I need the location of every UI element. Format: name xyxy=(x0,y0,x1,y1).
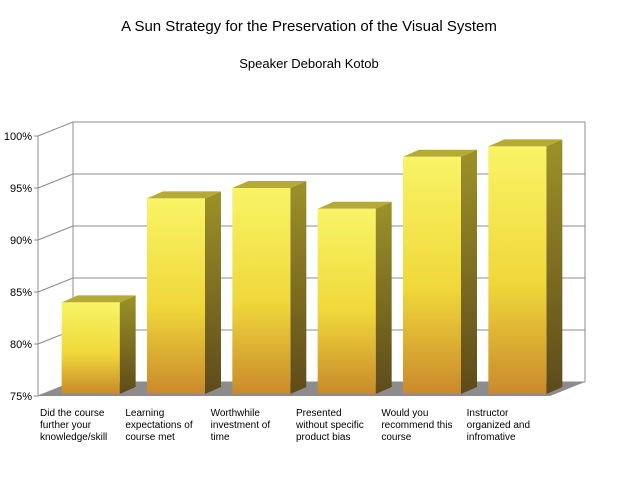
gridline-diagonal xyxy=(37,173,74,189)
x-tick-label: Presented without specific product bias xyxy=(295,408,364,443)
x-tick-label-line: Learning xyxy=(125,408,164,419)
bar-top xyxy=(403,149,477,157)
bar xyxy=(232,181,307,394)
chart-title: A Sun Strategy for the Preservation of t… xyxy=(121,18,497,35)
bar-side xyxy=(461,149,477,394)
bar-top xyxy=(61,295,136,303)
x-tick-label: Would you recommend this course xyxy=(381,408,452,443)
gridline-diagonal xyxy=(37,121,74,137)
x-tick-label-line: Did the course xyxy=(40,408,105,419)
x-tick-label-line: investment of xyxy=(211,420,271,431)
label-layer: 75% 80% 85% 90% 95% 100% Did the course further… xyxy=(4,131,530,443)
bar-front xyxy=(317,208,376,394)
x-tick-label-line: Worthwhile xyxy=(211,408,261,419)
bar-front xyxy=(403,156,461,394)
bar-front xyxy=(61,302,120,394)
gridline-diagonal xyxy=(37,277,74,293)
bar-top xyxy=(147,191,221,199)
x-tick-label-line: infromative xyxy=(467,432,516,443)
bar-side xyxy=(119,295,136,394)
x-tick-label: Worthwhile investment of time xyxy=(211,408,271,443)
bar xyxy=(488,139,563,394)
x-tick-label-line: knowledge/skill xyxy=(40,432,107,443)
x-tick-label-line: Instructor xyxy=(467,408,509,419)
x-tick-label-line: Would you xyxy=(381,408,428,419)
bar-side xyxy=(375,201,392,394)
bar-front xyxy=(488,146,547,394)
y-tick-label: 85% xyxy=(10,287,32,299)
bar-side xyxy=(205,191,221,394)
x-tick-label-line: further your xyxy=(40,420,92,431)
bar xyxy=(403,149,477,394)
x-tick-label-line: course met xyxy=(125,432,175,443)
x-tick-label-line: recommend this xyxy=(381,420,452,431)
y-tick-label: 75% xyxy=(10,391,32,403)
bar-side xyxy=(290,181,307,394)
bar-top xyxy=(232,181,307,188)
x-tick-label: Did the course further your knowledge/skil… xyxy=(40,408,107,443)
gridline-diagonal xyxy=(37,225,74,241)
x-tick-label-line: organized and xyxy=(467,420,530,431)
x-tick-label-line: Presented xyxy=(296,408,342,419)
bar-layer xyxy=(61,139,563,394)
bar xyxy=(317,201,392,394)
x-tick-label-line: expectations of xyxy=(125,420,192,431)
y-tick-label: 100% xyxy=(4,131,32,143)
bar-side xyxy=(546,139,563,394)
x-tick-label-line: without specific xyxy=(295,420,364,431)
y-tick-label: 80% xyxy=(10,339,32,351)
chart-subtitle: Speaker Deborah Kotob xyxy=(239,56,379,71)
y-tick-label: 90% xyxy=(10,235,32,247)
bar-front xyxy=(147,198,205,394)
x-tick-label-line: product bias xyxy=(296,432,350,443)
x-tick-label: Instructor organized and infromative xyxy=(467,408,530,443)
x-tick-label-line: time xyxy=(211,432,230,443)
bar-front xyxy=(232,188,291,394)
bar-top xyxy=(488,139,563,147)
bar xyxy=(147,191,221,394)
bar-top xyxy=(317,201,392,209)
bar xyxy=(61,295,136,394)
y-tick-label: 95% xyxy=(10,183,32,195)
x-tick-label: Learning expectations of course met xyxy=(125,408,192,443)
x-tick-label-line: course xyxy=(381,432,411,443)
